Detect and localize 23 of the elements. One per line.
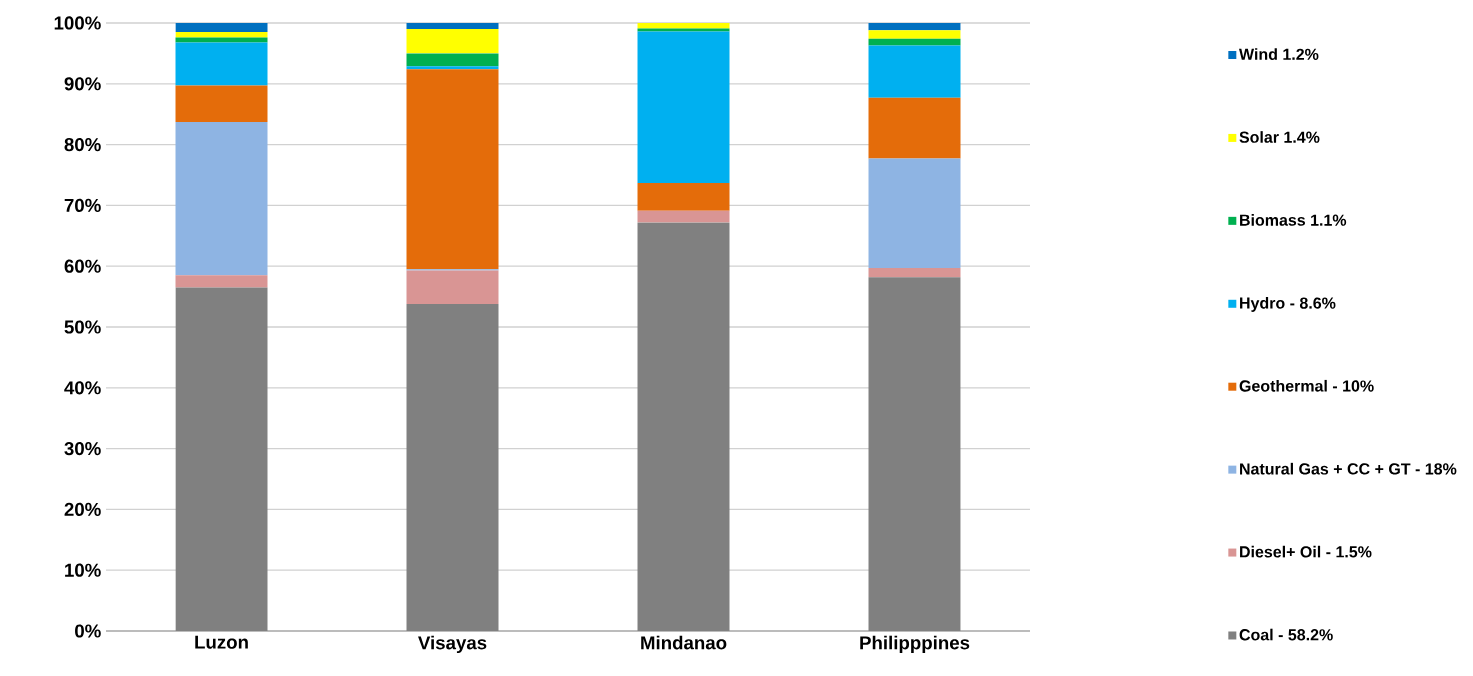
y-tick-label: 80% — [64, 137, 101, 152]
legend-label: Diesel+ Oil - 1.5% — [1240, 545, 1372, 558]
x-tick-label: Luzon — [195, 635, 248, 649]
x-tick-label: Philipppines — [860, 635, 970, 654]
x-tick-label: Visayas — [418, 635, 487, 654]
y-tick-label: 60% — [64, 259, 101, 273]
legend-label: Wind 1.2% — [1239, 48, 1319, 60]
legend-label: Solar 1.4% — [1239, 131, 1320, 143]
y-tick-label: 10% — [65, 563, 101, 577]
y-tick-label: 0% — [75, 624, 101, 638]
x-tick-label: Mindanao — [641, 635, 727, 650]
legend-label: Hydro - 8.6% — [1240, 296, 1336, 312]
y-tick-label: 20% — [64, 502, 101, 517]
legend-label: Biomass 1.1% — [1240, 214, 1347, 226]
y-tick-label: 40% — [64, 381, 101, 395]
legend-label: Natural Gas + CC + GT - 18% — [1240, 462, 1457, 475]
y-tick-label: 70% — [64, 198, 101, 213]
legend-label: Geothermal - 10% — [1239, 379, 1374, 392]
y-tick-label: 90% — [64, 77, 101, 91]
y-tick-label: 30% — [64, 441, 101, 456]
y-tick-label: 50% — [64, 320, 101, 334]
legend-label: Coal - 58.2% — [1239, 628, 1333, 641]
y-tick-label: 100% — [54, 16, 101, 30]
